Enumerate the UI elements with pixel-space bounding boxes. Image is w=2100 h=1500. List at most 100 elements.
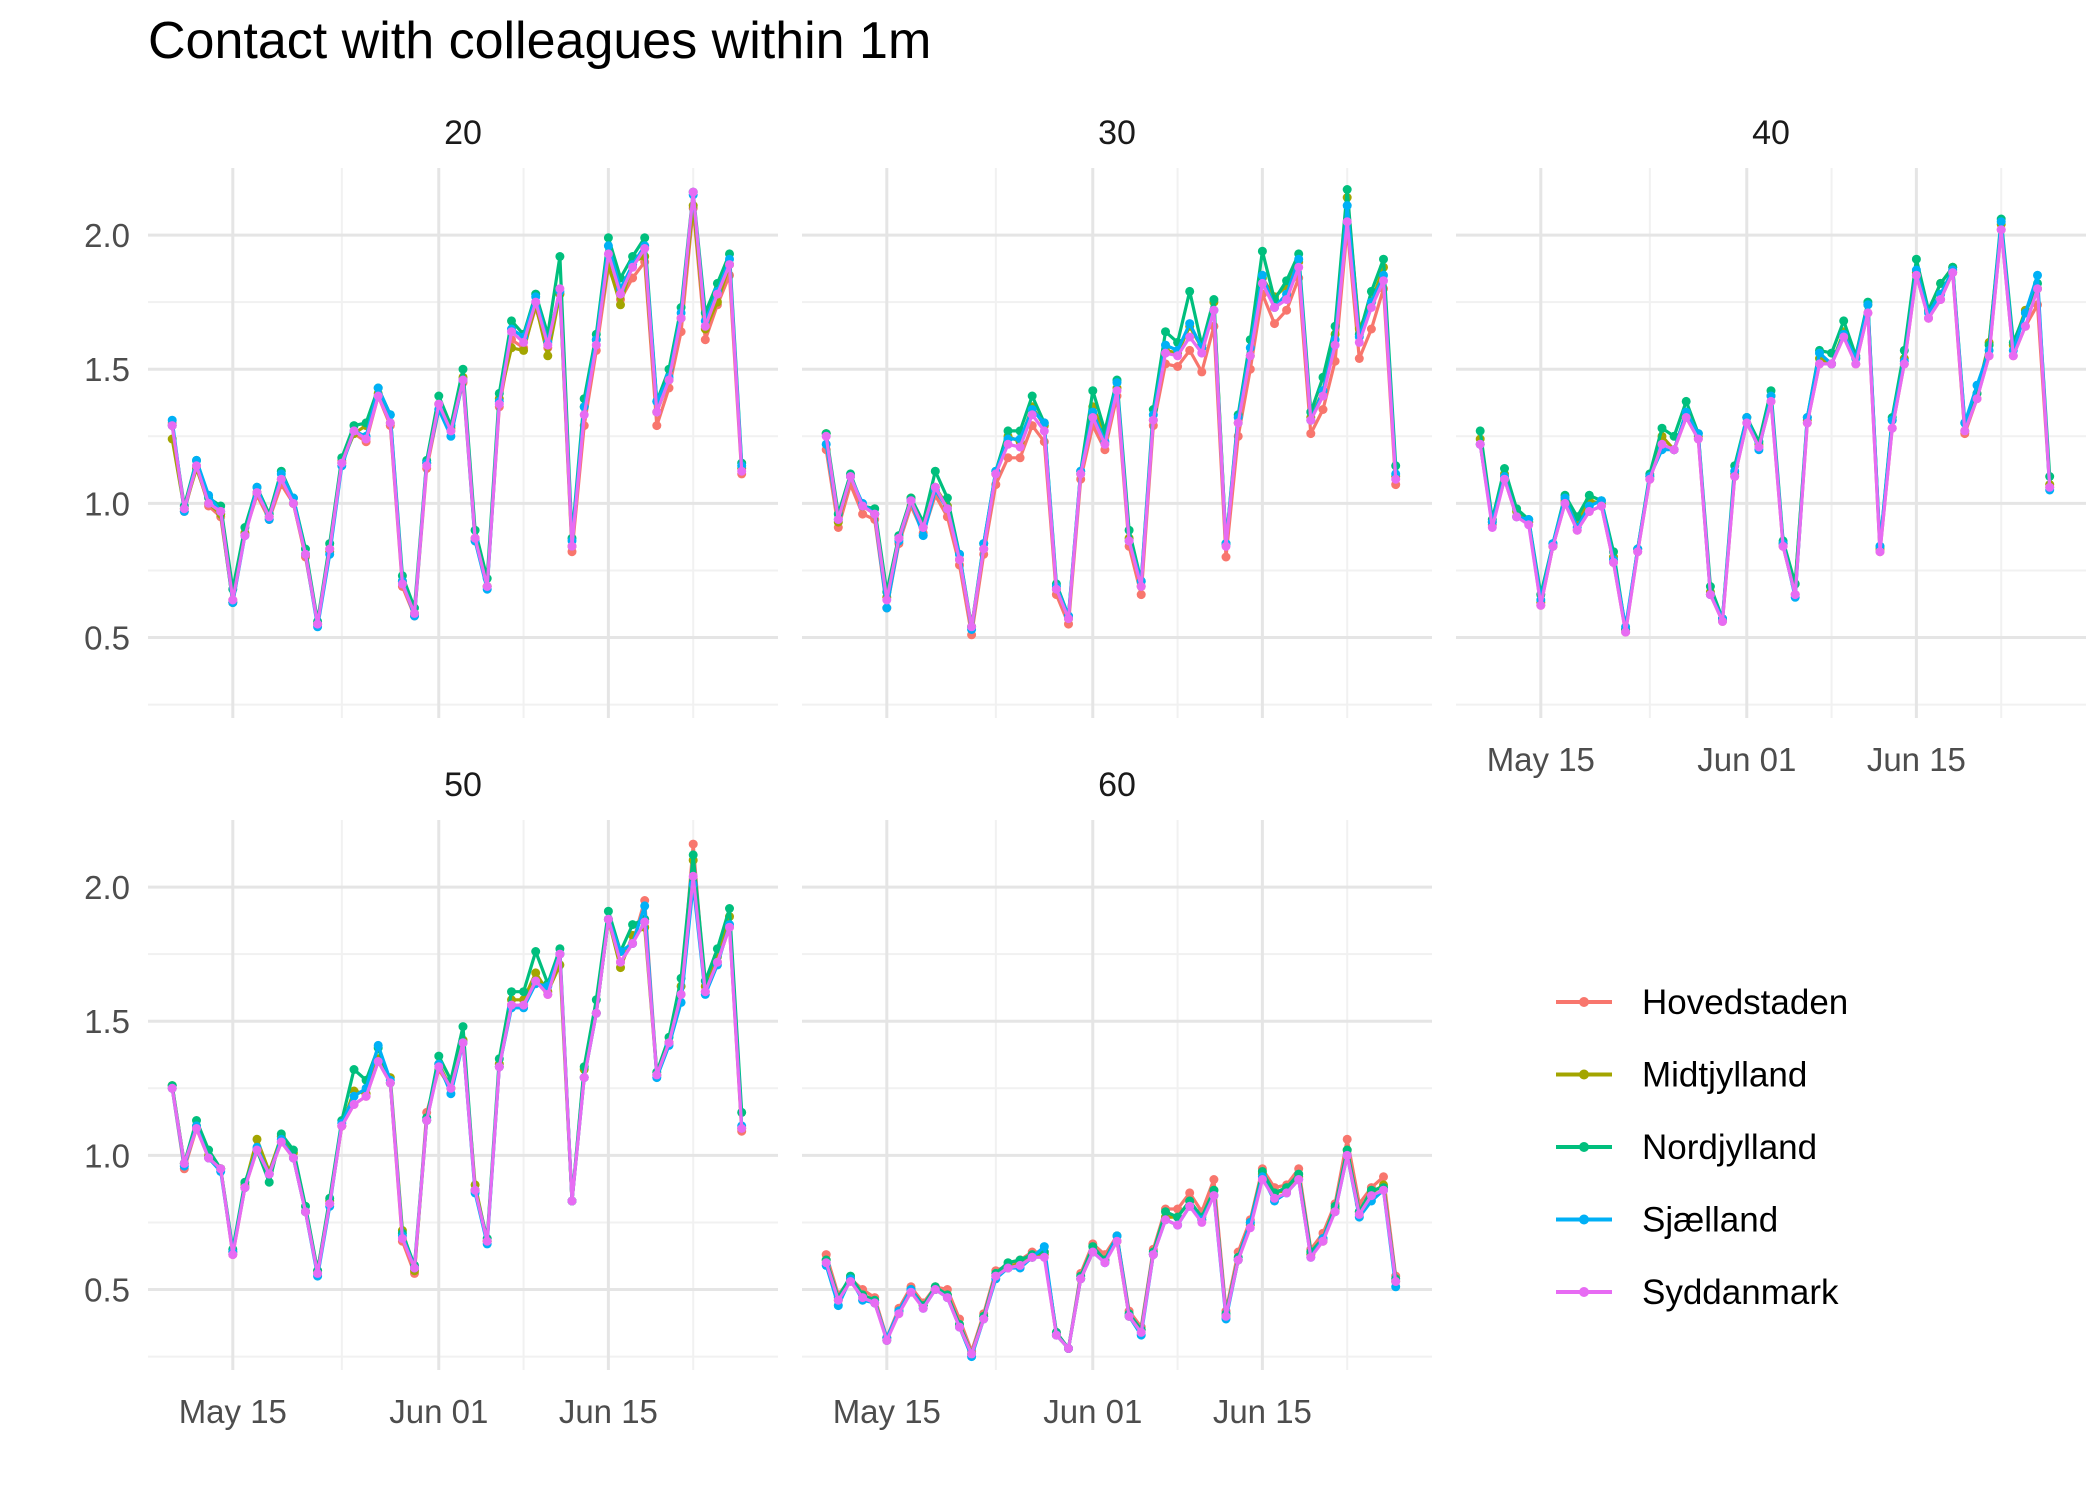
data-point [1754,442,1764,452]
data-point [1948,268,1958,278]
data-point [821,431,831,441]
data-point [1657,423,1667,433]
data-point [252,488,262,498]
data-point [1536,600,1546,610]
grid [802,820,1432,1370]
data-point [1124,1311,1134,1321]
x-tick-label: May 15 [179,1393,287,1430]
data-point [1621,627,1631,637]
data-point [288,498,298,508]
x-tick-label: Jun 15 [1213,1393,1312,1430]
data-point [1366,324,1376,334]
data-point [1282,305,1292,315]
data-point [1596,501,1606,511]
data-point [1270,303,1279,312]
data-point [1257,246,1267,256]
data-point [725,904,734,913]
data-point [894,1309,904,1319]
data-point [2033,284,2042,294]
data-point [1039,1252,1049,1262]
data-point [397,1234,407,1243]
data-point [1088,413,1098,422]
data-point [1161,348,1170,358]
data-point [446,1083,456,1093]
data-point [240,1183,250,1193]
data-point [1669,445,1679,455]
grid [802,168,1432,718]
panel-40: 40 May 15 Jun 01 Jun 15 [1456,114,2086,778]
data-point [991,469,1001,479]
data-point [1815,348,1824,358]
data-point [337,458,347,468]
data-point [1003,453,1013,463]
data-point [1112,386,1122,396]
data-point [1475,426,1485,436]
series-syddanmark [167,871,747,1278]
data-point [446,426,456,436]
legend-key-point [1579,1287,1589,1297]
x-tick-label: May 15 [833,1393,941,1430]
data-point [1294,262,1304,272]
data-point [1379,1172,1388,1182]
data-point [1718,616,1727,626]
data-point [1209,305,1219,315]
data-point [1257,270,1267,280]
data-point [1003,426,1013,436]
data-point [1609,557,1618,567]
data-point [567,1196,577,1206]
data-point [1318,391,1328,401]
data-point [2020,321,2030,331]
data-point [1705,590,1715,600]
data-point [1306,415,1316,425]
data-point [252,1145,262,1155]
data-point [652,1070,662,1080]
data-point [1839,332,1849,342]
data-point [458,375,468,385]
series-line [170,190,744,626]
data-point [1185,345,1195,355]
data-point [616,957,625,967]
legend-label: Syddanmark [1642,1273,1839,1312]
data-point [991,1271,1001,1281]
grid [1456,168,2086,718]
legend-item: Sjælland [1556,1201,1778,1240]
data-point [192,461,201,471]
data-point [434,391,444,401]
data-point [385,418,395,428]
legend-label: Sjælland [1642,1201,1778,1240]
data-point [955,555,964,565]
data-point [676,313,686,323]
data-point [543,340,553,350]
data-point [543,989,553,999]
data-point [373,383,383,393]
data-point [603,914,613,924]
data-point [507,1000,516,1010]
data-point [1064,1344,1073,1353]
data-point [628,938,638,948]
data-point [434,1051,444,1061]
data-point [1221,1311,1231,1321]
data-point [1560,498,1570,508]
data-point [1003,439,1013,449]
data-point [1548,541,1558,551]
data-point [1633,547,1643,557]
data-point [882,603,892,613]
data-point [1100,1258,1110,1268]
data-point [688,850,698,860]
data-point [337,1121,347,1131]
series-syddanmark [167,187,747,629]
data-point [1051,1330,1061,1340]
data-point [349,426,359,436]
data-point [1766,396,1776,406]
data-point [640,901,650,911]
y-tick-label: 1.0 [84,485,130,522]
x-tick-label: Jun 01 [1697,741,1796,778]
data-point [906,1287,916,1297]
data-point [1294,254,1304,264]
data-point [967,1349,977,1359]
legend-label: Midtjylland [1642,1056,1807,1095]
data-point [1330,1207,1340,1217]
data-point [1173,362,1183,371]
data-point [1161,340,1170,350]
data-point [688,839,698,849]
